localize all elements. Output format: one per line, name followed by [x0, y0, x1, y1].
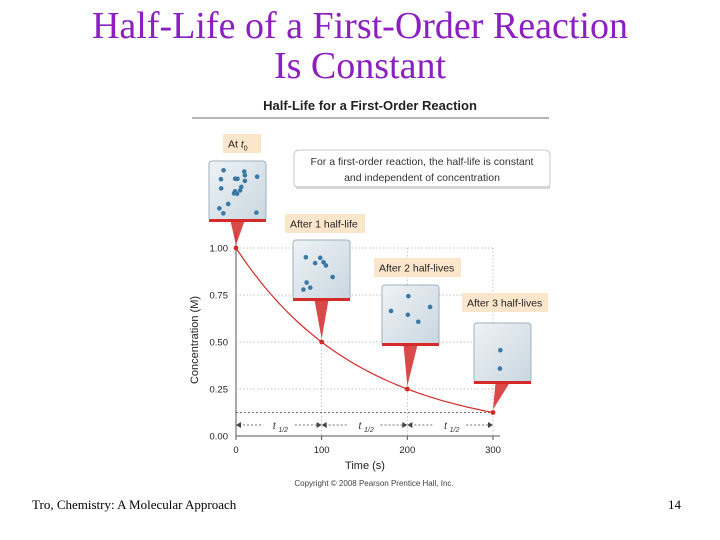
slide-title-line-2: Is Constant: [273, 45, 447, 87]
pointer-triangle: [314, 300, 329, 339]
molecule: [307, 285, 313, 290]
box-label: At t0: [228, 139, 248, 153]
molecule: [242, 178, 248, 184]
x-tick-label: 300: [485, 445, 501, 456]
half-life-subscript: 1/2: [450, 427, 460, 434]
box-base: [382, 343, 439, 346]
slide-title-line-1: Half-Life of a First-Order Reaction: [91, 5, 628, 47]
molecule-box-group: After 2 half-lives: [374, 258, 461, 386]
molecule: [312, 260, 318, 266]
data-point: [490, 410, 496, 415]
molecule: [498, 347, 503, 353]
chart-grid: [236, 247, 494, 436]
molecule: [415, 319, 421, 325]
chart-axes: [235, 232, 500, 438]
molecule: [303, 254, 309, 260]
molecule: [405, 312, 411, 318]
arrowhead: [407, 422, 413, 428]
molecule: [239, 184, 244, 190]
data-point: [233, 245, 239, 251]
molecule: [221, 168, 226, 173]
data-points: [233, 245, 496, 415]
pointer-triangle: [493, 383, 510, 410]
half-life-subscript: 1/2: [278, 427, 288, 434]
box-label: After 2 half-lives: [379, 263, 454, 275]
molecule: [231, 191, 237, 196]
molecule: [225, 201, 231, 207]
molecule: [427, 304, 433, 310]
data-point: [319, 339, 325, 345]
molecule: [321, 259, 326, 265]
molecule-box: [473, 322, 532, 384]
half-life-markers: t 1/2 t 1/2 t 1/2: [236, 412, 493, 434]
molecule: [218, 176, 224, 182]
box-label: After 1 half-life: [290, 219, 358, 231]
molecule: [497, 366, 503, 371]
arrowhead: [402, 422, 408, 428]
copyright: Copyright © 2008 Pearson Prentice Hall, …: [294, 479, 453, 488]
molecule: [241, 169, 247, 174]
molecule: [304, 280, 309, 285]
molecule: [317, 255, 323, 261]
box-label-bg: [462, 293, 548, 312]
molecule: [221, 211, 226, 216]
y-tick-label: 0.25: [210, 385, 229, 396]
y-tick-label: 0.75: [210, 291, 229, 302]
x-tick-label: 100: [314, 445, 330, 456]
data-point: [404, 386, 410, 392]
y-tick-label: 0.00: [210, 432, 229, 443]
molecule-box: [292, 239, 351, 301]
decay-curve: [235, 247, 494, 414]
molecule-box-group: After 1 half-life: [285, 214, 365, 339]
callout-line-2: and independent of concentration: [344, 172, 500, 184]
half-life-label: t: [359, 421, 363, 432]
half-life-label: t: [444, 421, 448, 432]
molecule: [323, 263, 329, 268]
half-life-label: t: [273, 421, 277, 432]
arrowhead: [488, 422, 493, 428]
half-life-subscript: 1/2: [364, 427, 374, 434]
molecule: [406, 293, 411, 299]
x-tick-label: 200: [399, 445, 415, 456]
x-axis-label: Time (s): [345, 460, 385, 472]
y-tick-label: 0.50: [210, 338, 229, 349]
molecule-box-group: At t0: [208, 134, 267, 245]
chart-ticks: 0.00 0.25 0.50 0.75 1.00 0 100 200 300: [210, 244, 501, 457]
molecule: [217, 206, 222, 211]
footer-source: Tro, Chemistry: A Molecular Approach: [32, 497, 237, 512]
molecule-boxes: At t0 After 1 half-life After 2 half-lives…: [208, 134, 548, 410]
molecule: [254, 210, 259, 215]
callout-line-1: For a first-order reaction, the half-lif…: [311, 156, 534, 168]
callout: For a first-order reaction, the half-lif…: [293, 149, 551, 189]
molecule: [301, 287, 306, 292]
arrowhead: [236, 422, 241, 428]
figure-title: Half-Life for a First-Order Reaction: [263, 98, 477, 113]
arrowhead: [316, 422, 322, 428]
page-number: 14: [668, 497, 681, 512]
box-base: [209, 219, 266, 222]
pointer-triangle: [230, 221, 245, 245]
molecule: [232, 176, 238, 181]
molecule: [242, 172, 248, 178]
pointer-triangle: [403, 345, 418, 386]
molecule-box: [381, 284, 440, 346]
molecule: [237, 188, 243, 193]
molecule: [254, 174, 260, 180]
molecule: [330, 274, 335, 280]
molecule: [218, 186, 224, 191]
box-label-bg: [374, 258, 461, 277]
arrowhead: [321, 422, 327, 428]
box-base: [293, 298, 350, 301]
x-tick-label: 0: [233, 445, 238, 456]
box-label: After 3 half-lives: [467, 298, 542, 310]
box-base: [474, 381, 531, 384]
box-label-bg: [285, 214, 365, 233]
molecule-box-group: After 3 half-lives: [462, 293, 548, 410]
slide-title: Half-Life of a First-Order Reaction Is C…: [0, 6, 720, 86]
y-tick-label: 1.00: [210, 244, 229, 255]
molecule: [388, 308, 394, 314]
box-label-bg: [223, 134, 261, 153]
y-axis-label: Concentration (M): [189, 296, 201, 384]
